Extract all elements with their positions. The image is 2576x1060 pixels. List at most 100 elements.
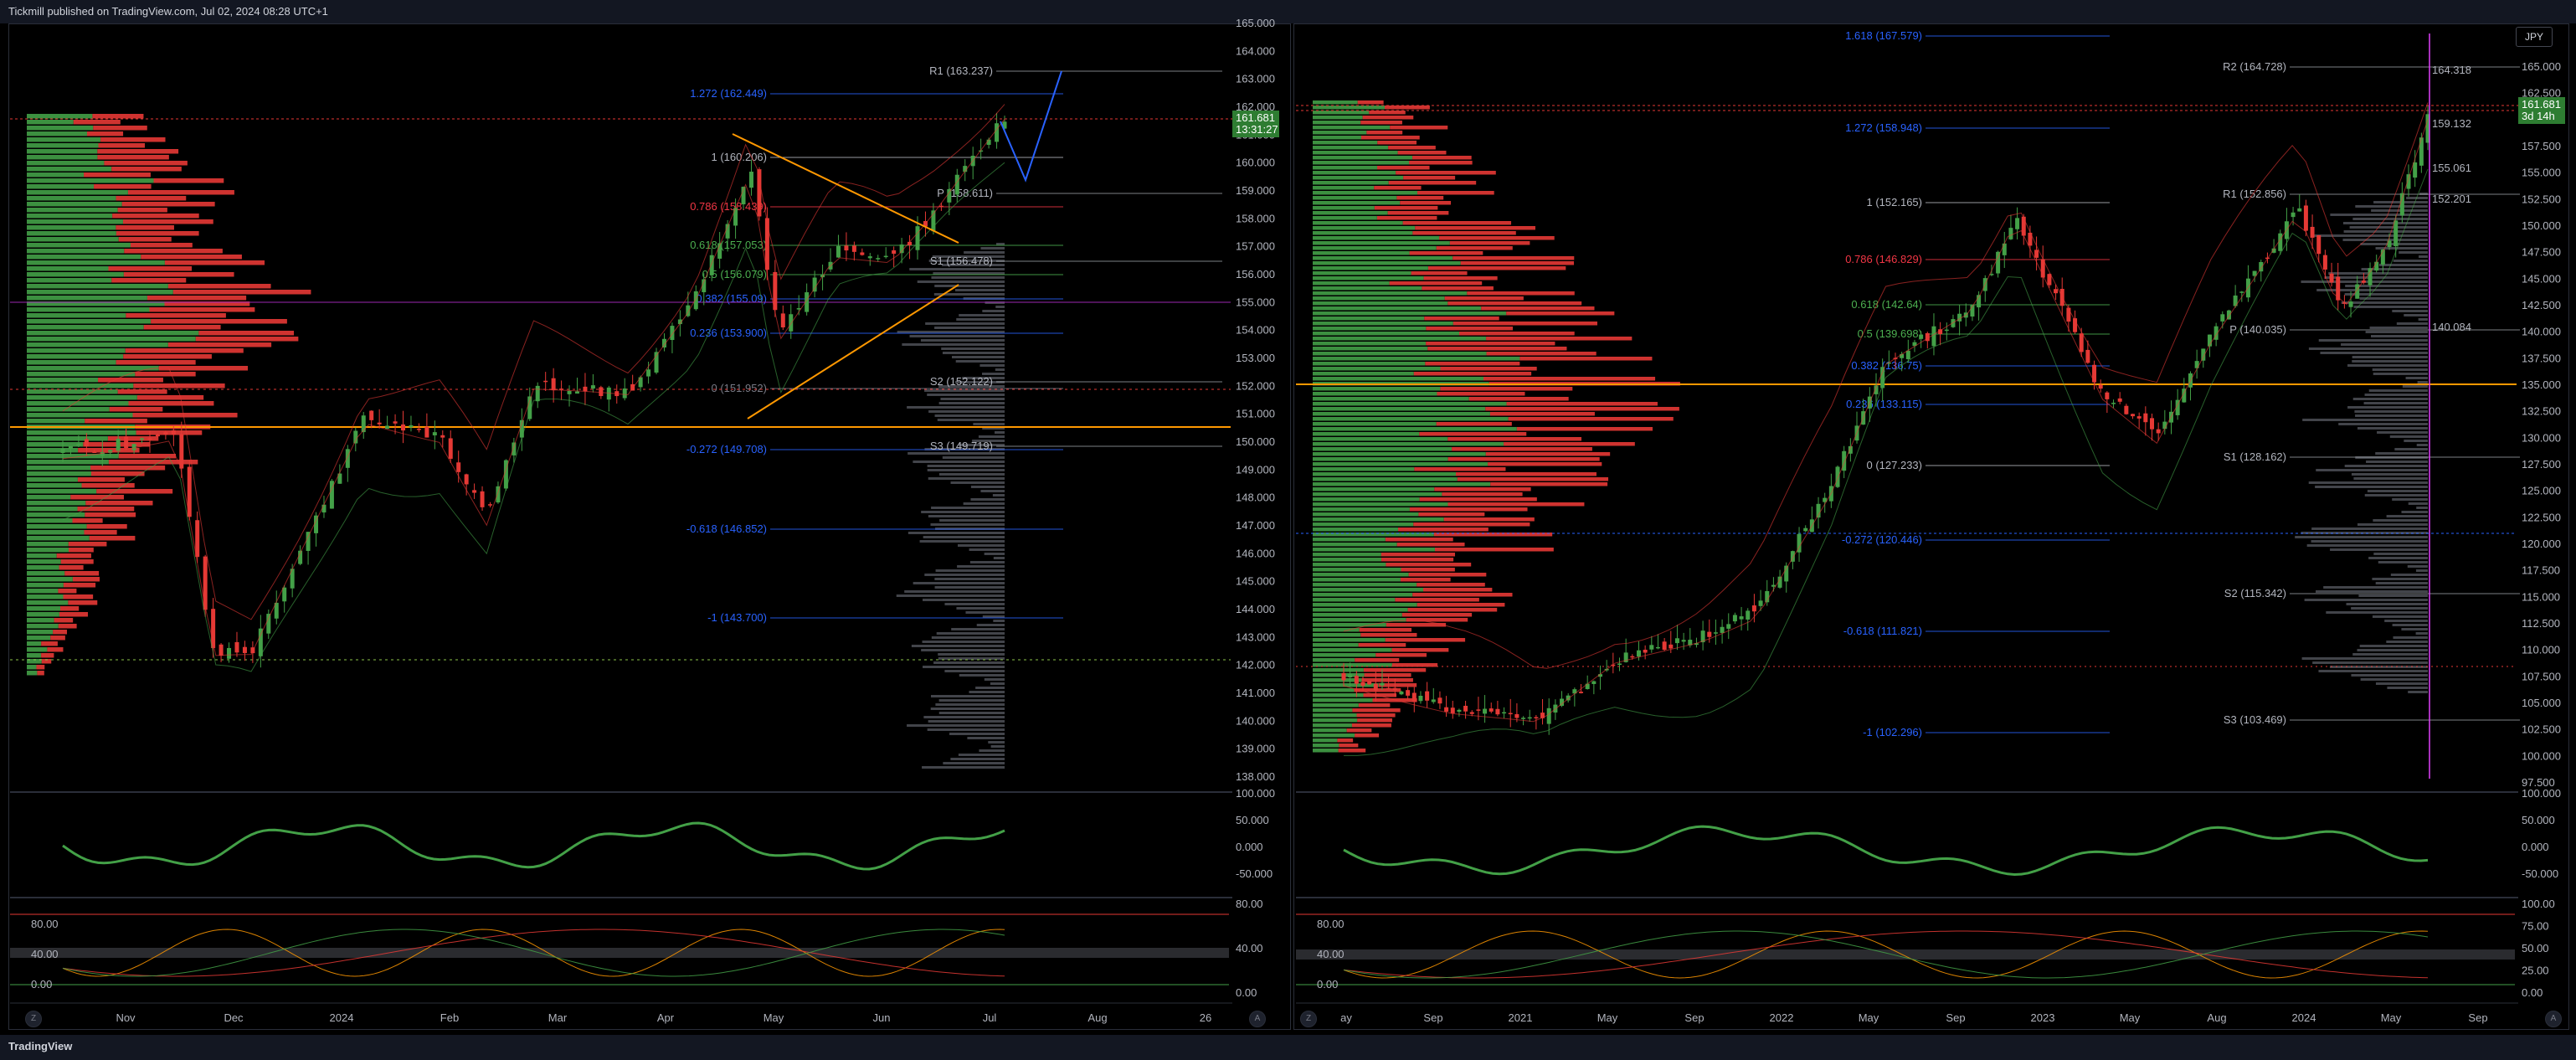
zoom-icon-right[interactable]: Z (1300, 1011, 1317, 1027)
volume-profile-bar-up (1313, 372, 1414, 376)
volume-profile-bar-down (77, 507, 135, 512)
candle-body (757, 169, 762, 217)
volume-profile-bar-up (27, 641, 42, 646)
session-volume-bar (969, 561, 1005, 563)
volume-profile-bar-up (1313, 432, 1420, 436)
candle-body (2336, 276, 2341, 301)
volume-profile-bar-up (1313, 281, 1390, 286)
candle-body (1771, 584, 1776, 587)
volume-profile-bar-down (68, 600, 98, 605)
volume-profile-bar-up (1313, 728, 1347, 733)
candle-body (68, 445, 73, 449)
session-volume-bar (2368, 389, 2428, 392)
session-volume-bar (975, 687, 1005, 689)
fib-level-label: -1 (143.700) (707, 611, 767, 624)
price-axis-label: 159.000 (1236, 184, 1275, 197)
zoom-icon-left[interactable]: Z (25, 1011, 42, 1027)
price-axis-label: 132.500 (2522, 405, 2561, 418)
candle-body (748, 172, 753, 188)
volume-profile-bar-up (27, 137, 101, 142)
candle-body (938, 205, 944, 208)
volume-profile-bar-down (60, 559, 94, 564)
session-volume-bar (907, 406, 1005, 409)
volume-profile-bar-down (1338, 749, 1366, 753)
volume-profile-bar-down (153, 178, 224, 183)
volume-profile-bar-down (1357, 718, 1392, 723)
session-volume-bar (951, 628, 1005, 630)
volume-profile-bar-down (41, 659, 52, 664)
candle-body (409, 425, 414, 428)
currency-button[interactable]: JPY (2516, 27, 2553, 47)
session-volume-bar (935, 703, 1005, 706)
candle-body (2150, 418, 2155, 430)
auto-scale-icon-right[interactable]: A (2545, 1011, 2562, 1027)
volume-profile-bar-up (1313, 502, 1448, 507)
session-volume-bar (921, 511, 1005, 513)
volume-profile-bar-up (27, 208, 118, 213)
candle-body (377, 422, 382, 425)
session-volume-bar (996, 243, 1005, 245)
session-volume-bar (970, 498, 1005, 501)
session-volume-bar (2392, 310, 2428, 312)
volume-profile-bar-up (1313, 608, 1408, 612)
candle-body (2291, 212, 2296, 218)
volume-profile-bar-up (1313, 683, 1379, 687)
price-axis-label: 142.000 (1236, 659, 1275, 672)
session-volume-bar (982, 427, 1005, 430)
volume-profile-bar-down (1402, 221, 1512, 225)
session-volume-bar (955, 360, 1005, 363)
triangle-lower-trendline (747, 284, 959, 419)
candle-body (709, 255, 714, 275)
volume-profile-bar-down (92, 114, 144, 119)
volume-profile-bar-down (98, 143, 146, 148)
candle-body (345, 449, 350, 468)
side-price-label: 159.132 (2432, 117, 2471, 130)
right-chart-panel[interactable] (1293, 23, 2569, 1030)
candle-body (1508, 713, 1513, 715)
session-volume-bar (2352, 360, 2428, 363)
candle-body (851, 245, 856, 252)
volume-profile-bar-down (130, 243, 193, 248)
candle-body (401, 424, 406, 431)
volume-profile-bar-down (1413, 522, 1530, 527)
session-volume-bar (2308, 481, 2428, 484)
candle-body (131, 444, 136, 450)
candle-body (203, 556, 208, 610)
volume-profile-bar-up (1313, 311, 1507, 316)
volume-profile-bar-down (64, 571, 100, 576)
volume-profile-bar-down (1436, 422, 1512, 426)
candle-body (321, 504, 326, 513)
last-price-tag (2518, 97, 2565, 124)
fib-level-label: -1 (102.296) (1863, 726, 1922, 738)
volume-profile-bar-up (27, 606, 61, 611)
candle-body (1842, 450, 1847, 471)
volume-profile-bar-down (111, 167, 182, 172)
volume-profile-bar-down (85, 512, 136, 517)
candle-body (242, 646, 247, 653)
candle-body (1380, 682, 1385, 686)
volume-profile-bar-down (1440, 367, 1537, 371)
candle-body (1367, 681, 1372, 685)
session-volume-bar (2357, 427, 2428, 430)
volume-profile-bar-down (1444, 296, 1524, 301)
auto-scale-icon-left[interactable]: A (1249, 1011, 1266, 1027)
volume-profile-bar-up (27, 501, 86, 506)
session-volume-bar (2367, 490, 2428, 492)
volume-profile-bar-down (1358, 643, 1406, 647)
candle-body (622, 388, 627, 399)
session-volume-bar (980, 490, 1005, 492)
session-volume-bar (954, 289, 1005, 291)
volume-profile-bar-up (27, 536, 90, 541)
volume-profile-bar-up (27, 249, 125, 254)
candle-body (2131, 414, 2136, 417)
stoch-axis-label-left: 80.00 (31, 918, 59, 930)
candle-body (258, 628, 263, 656)
volume-profile-bar-down (1388, 181, 1477, 185)
session-volume-bar (2355, 205, 2428, 208)
candle-body (2040, 259, 2045, 278)
volume-profile-bar-down (1356, 713, 1396, 718)
volume-profile-bar-down (151, 319, 287, 324)
candle-body (2207, 334, 2212, 347)
candle-body (1816, 503, 1821, 518)
